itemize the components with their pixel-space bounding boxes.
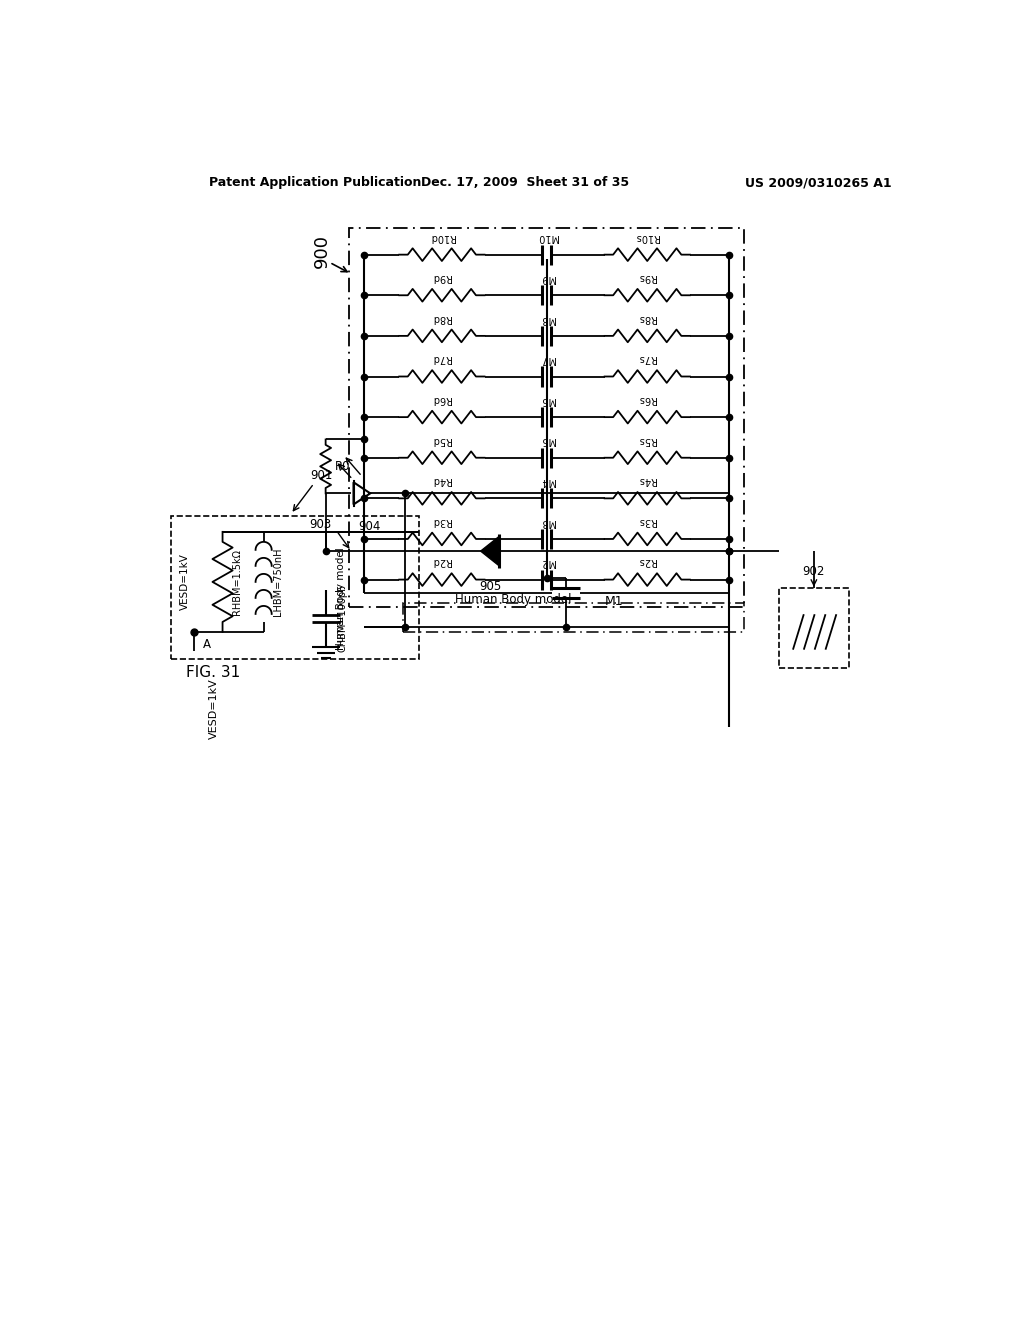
Bar	[349, 228, 744, 607]
Text: R6d: R6d	[432, 395, 452, 404]
Text: RHBM=1.5kΩ: RHBM=1.5kΩ	[231, 549, 242, 615]
Text: Patent Application Publication: Patent Application Publication	[209, 176, 422, 189]
Text: VESD=1kV: VESD=1kV	[209, 678, 219, 739]
Text: M6: M6	[540, 395, 555, 405]
Text: R7d: R7d	[432, 354, 452, 363]
Text: R7s: R7s	[638, 354, 656, 363]
Text: R4s: R4s	[638, 475, 656, 486]
Bar	[779, 589, 849, 668]
Polygon shape	[353, 482, 371, 504]
Text: 903: 903	[309, 517, 331, 531]
Text: R3d: R3d	[432, 516, 452, 525]
Text: Human Body model: Human Body model	[455, 594, 571, 606]
Text: M7: M7	[540, 354, 555, 364]
Text: R8s: R8s	[638, 313, 656, 323]
Text: R5s: R5s	[638, 434, 656, 445]
Polygon shape	[480, 536, 500, 566]
Text: R10s: R10s	[635, 231, 659, 242]
Text: R4d: R4d	[432, 475, 452, 486]
Text: US 2009/0310265 A1: US 2009/0310265 A1	[744, 176, 891, 189]
Text: R9d: R9d	[432, 272, 452, 282]
Text: R8d: R8d	[432, 313, 452, 323]
Text: LHBM=750nH: LHBM=750nH	[273, 548, 283, 616]
Text: 905: 905	[479, 581, 501, 594]
Text: M8: M8	[540, 314, 555, 323]
Text: R2d: R2d	[432, 557, 452, 566]
Text: R2s: R2s	[638, 557, 656, 566]
Text: A: A	[203, 638, 211, 651]
Text: R0: R0	[335, 459, 350, 473]
Text: CHBM=100pF: CHBM=100pF	[337, 585, 347, 652]
Text: FIG. 31: FIG. 31	[186, 665, 241, 680]
Text: VESD=1kV: VESD=1kV	[179, 553, 189, 610]
Text: M2: M2	[540, 557, 555, 568]
Text: 902: 902	[803, 565, 825, 578]
Text: M10: M10	[537, 232, 558, 243]
Text: 901: 901	[310, 469, 333, 482]
Text: R6s: R6s	[638, 395, 656, 404]
Text: R3s: R3s	[638, 516, 656, 525]
Text: M3: M3	[540, 516, 555, 527]
Text: 900: 900	[312, 234, 331, 268]
Text: Dec. 17, 2009  Sheet 31 of 35: Dec. 17, 2009 Sheet 31 of 35	[421, 176, 629, 189]
Bar	[171, 516, 419, 659]
Bar	[403, 603, 744, 632]
Text: R9s: R9s	[638, 272, 656, 282]
Text: R10d: R10d	[429, 231, 455, 242]
Text: R5d: R5d	[432, 434, 452, 445]
Text: M4: M4	[540, 477, 555, 486]
Text: Human Body model: Human Body model	[336, 546, 346, 649]
Text: M9: M9	[540, 273, 555, 282]
Text: 904: 904	[358, 520, 381, 533]
Text: M5: M5	[540, 436, 555, 445]
Text: M1: M1	[604, 594, 624, 607]
